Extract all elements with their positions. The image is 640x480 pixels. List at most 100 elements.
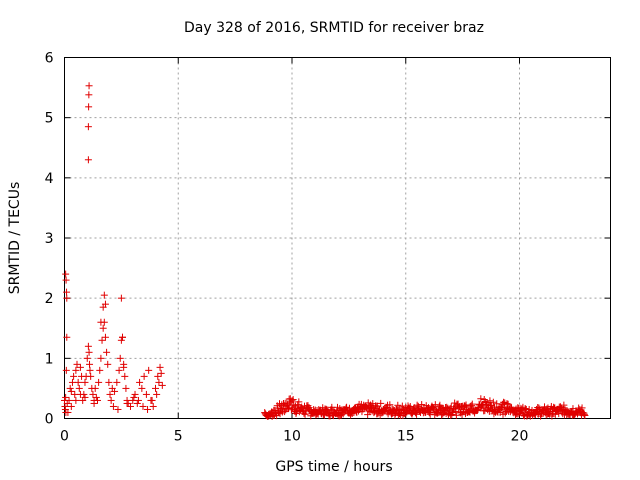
data-point [569,405,577,413]
data-point [581,411,589,419]
data-point [517,408,525,416]
data-point [101,300,109,308]
data-point [468,402,476,410]
data-point [501,409,509,417]
data-point [560,401,568,409]
data-point [72,396,80,404]
data-point [295,398,303,406]
data-point [103,348,111,356]
data-point [73,360,81,368]
data-point [398,406,406,414]
x-tick-label: 10 [283,429,301,445]
data-point [551,410,559,418]
data-point [512,411,520,419]
data-point [348,409,356,417]
data-point [70,372,78,380]
data-point [111,387,119,395]
y-tick-label: 1 [45,351,54,367]
data-point [140,372,148,380]
data-point [84,123,92,131]
data-point [119,333,127,341]
data-point [83,354,91,362]
data-point [84,342,92,350]
data-point [67,387,75,395]
data-point [85,348,93,356]
data-point [66,384,74,392]
data-point [434,409,442,417]
data-point [109,402,117,410]
data-point [322,405,330,413]
x-tick-label: 0 [60,429,69,445]
data-point [158,381,166,389]
data-point [486,397,494,405]
data-point [95,378,103,386]
y-tick-label: 6 [45,51,54,67]
data-point [292,410,300,418]
data-point [157,369,165,377]
data-point [353,408,361,416]
data-point [578,404,586,412]
data-point [134,396,142,404]
data-point [155,378,163,386]
data-point [493,400,501,408]
data-point [117,294,125,302]
data-point [156,363,164,371]
data-point [154,372,162,380]
data-point [394,401,402,409]
data-point [86,360,94,368]
y-tick-label: 4 [45,171,54,187]
data-point [81,393,89,401]
data-point [152,384,159,392]
data-point [458,411,466,419]
x-tick-label: 15 [397,429,415,445]
data-point [62,408,70,416]
data-point [148,396,156,404]
data-point [295,408,303,416]
data-point [116,354,124,362]
data-point [62,366,70,374]
data-point [301,410,309,418]
data-point [414,402,422,410]
data-point [580,410,588,418]
data-point [98,336,106,344]
data-point [430,404,438,412]
data-point [100,291,108,299]
chart-title: Day 328 of 2016, SRMTID for receiver bra… [184,20,484,36]
data-points [61,82,589,420]
data-point [377,399,385,407]
data-point [489,398,497,406]
data-point [101,333,109,341]
y-tick-label: 2 [45,291,54,307]
data-point [97,354,105,362]
data-point [452,411,460,419]
data-point [97,318,105,326]
data-point [281,408,289,416]
data-point [463,404,471,412]
data-point [477,395,485,403]
tick-labels: 0 1 2 3 4 5 6 0 5 10 15 20 [45,51,529,445]
data-point [122,384,130,392]
data-point [139,402,147,410]
data-point [131,390,139,398]
data-point [123,399,131,407]
data-point [503,400,511,408]
data-point [478,402,486,410]
data-point [85,91,93,99]
data-point [99,324,107,332]
data-point [413,410,421,418]
data-point [107,396,115,404]
data-point [114,405,122,413]
data-point [104,360,112,368]
data-point [89,390,97,398]
data-point [62,270,70,278]
data-point [86,366,94,374]
x-tick-label: 20 [511,429,529,445]
data-point [63,288,71,296]
x-tick-label: 5 [174,429,183,445]
data-point [133,399,141,407]
data-point [63,333,71,341]
data-point [96,366,104,374]
data-point [76,390,84,398]
data-point [92,393,100,401]
